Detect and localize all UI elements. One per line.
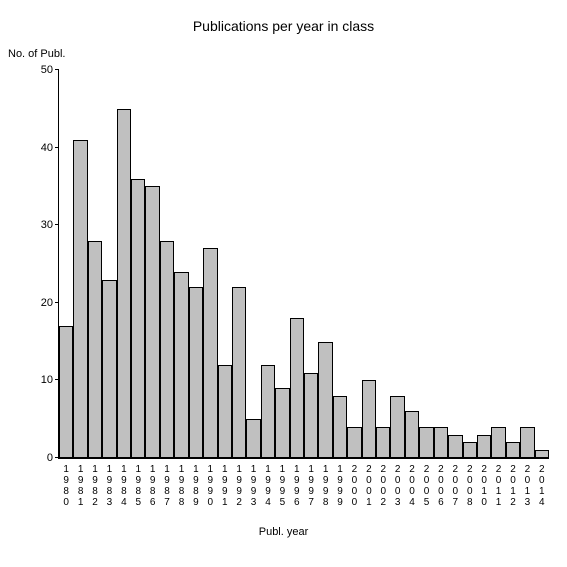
y-tick-label: 10 xyxy=(41,374,59,386)
bar xyxy=(448,435,462,458)
bar xyxy=(246,419,260,458)
x-tick-label: 2003 xyxy=(395,458,401,508)
y-tick-label: 30 xyxy=(41,219,59,231)
x-tick-label: 2008 xyxy=(467,458,473,508)
x-tick-label: 2002 xyxy=(380,458,386,508)
x-tick-label: 1980 xyxy=(63,458,69,508)
x-tick-label: 2001 xyxy=(366,458,372,508)
y-axis-label: No. of Publ. xyxy=(8,48,65,60)
x-tick-label: 2007 xyxy=(453,458,459,508)
x-tick-label: 1987 xyxy=(164,458,170,508)
x-tick-label: 1990 xyxy=(208,458,214,508)
x-tick-label: 1986 xyxy=(150,458,156,508)
x-tick-label: 1999 xyxy=(337,458,343,508)
x-tick-label: 2011 xyxy=(496,458,502,508)
bar xyxy=(232,287,246,458)
x-tick-label: 1996 xyxy=(294,458,300,508)
x-tick-label: 1984 xyxy=(121,458,127,508)
bar xyxy=(73,140,87,458)
plot-area: 0102030405019801981198219831984198519861… xyxy=(58,70,549,459)
y-tick-label: 50 xyxy=(41,64,59,76)
x-tick-label: 1988 xyxy=(179,458,185,508)
chart-container: Publications per year in class No. of Pu… xyxy=(0,0,567,567)
x-tick-label: 1982 xyxy=(92,458,98,508)
x-tick-label: 2000 xyxy=(352,458,358,508)
x-tick-label: 2006 xyxy=(438,458,444,508)
y-tick-mark xyxy=(55,302,59,303)
x-axis-label: Publ. year xyxy=(0,526,567,538)
x-tick-label: 2005 xyxy=(424,458,430,508)
bar xyxy=(463,442,477,458)
y-tick-mark xyxy=(55,69,59,70)
bar xyxy=(88,241,102,458)
bar xyxy=(376,427,390,458)
bar xyxy=(189,287,203,458)
y-tick-label: 0 xyxy=(47,452,59,464)
x-tick-label: 1981 xyxy=(78,458,84,508)
x-tick-label: 2014 xyxy=(539,458,545,508)
bar xyxy=(477,435,491,458)
bar xyxy=(535,450,549,458)
x-tick-label: 1997 xyxy=(308,458,314,508)
bar xyxy=(102,280,116,458)
bar xyxy=(390,396,404,458)
bar xyxy=(405,411,419,458)
y-tick-label: 20 xyxy=(41,297,59,309)
x-tick-label: 2013 xyxy=(525,458,531,508)
bar xyxy=(275,388,289,458)
x-tick-label: 1995 xyxy=(280,458,286,508)
bar xyxy=(174,272,188,458)
x-tick-label: 2004 xyxy=(409,458,415,508)
bar xyxy=(318,342,332,458)
bar xyxy=(290,318,304,458)
x-tick-label: 2010 xyxy=(481,458,487,508)
bar xyxy=(117,109,131,458)
bar xyxy=(160,241,174,458)
bar xyxy=(347,427,361,458)
bar xyxy=(59,326,73,458)
bar xyxy=(362,380,376,458)
x-tick-label: 1993 xyxy=(251,458,257,508)
bar xyxy=(304,373,318,458)
x-tick-label: 2012 xyxy=(510,458,516,508)
x-tick-label: 1985 xyxy=(135,458,141,508)
bar xyxy=(218,365,232,458)
x-tick-label: 1994 xyxy=(265,458,271,508)
bar xyxy=(145,186,159,458)
bar xyxy=(506,442,520,458)
bar xyxy=(491,427,505,458)
y-tick-label: 40 xyxy=(41,142,59,154)
bar xyxy=(333,396,347,458)
x-tick-label: 1991 xyxy=(222,458,228,508)
y-tick-mark xyxy=(55,224,59,225)
chart-title: Publications per year in class xyxy=(0,18,567,34)
bar xyxy=(419,427,433,458)
x-tick-label: 1989 xyxy=(193,458,199,508)
x-tick-label: 1983 xyxy=(107,458,113,508)
bar xyxy=(434,427,448,458)
bar xyxy=(261,365,275,458)
bar xyxy=(131,179,145,458)
y-tick-mark xyxy=(55,147,59,148)
bar xyxy=(520,427,534,458)
x-tick-label: 1992 xyxy=(236,458,242,508)
x-tick-label: 1998 xyxy=(323,458,329,508)
bar xyxy=(203,248,217,458)
